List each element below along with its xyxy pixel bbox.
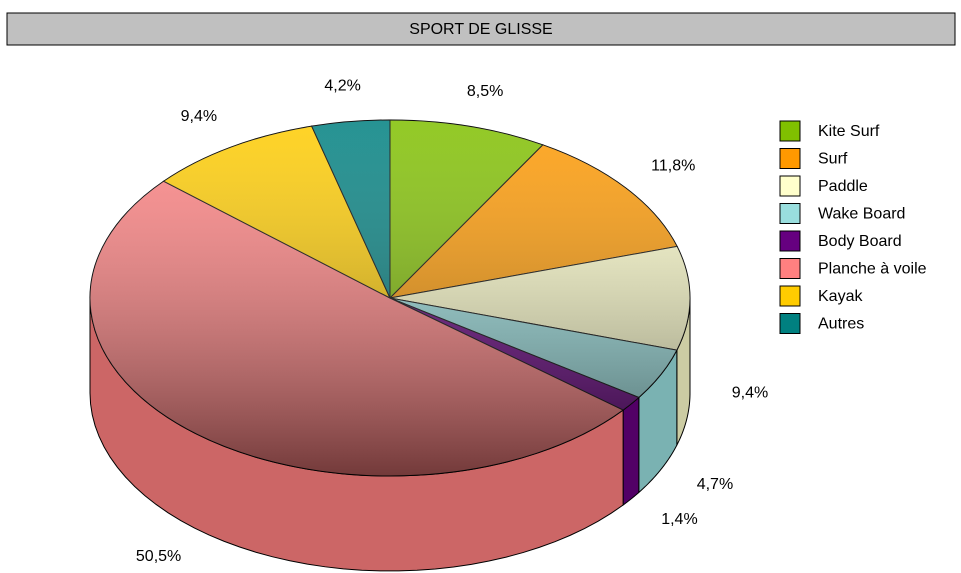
legend-swatch bbox=[779, 148, 801, 169]
legend-label: Paddle bbox=[818, 178, 868, 195]
legend-label: Body Board bbox=[818, 233, 902, 250]
data-label: 9,4% bbox=[732, 385, 768, 402]
legend-label: Wake Board bbox=[818, 206, 905, 223]
legend: Kite Surf Surf Paddle Wake Board Body Board P… bbox=[779, 120, 927, 334]
title-bar bbox=[6, 12, 956, 46]
legend-label: Kite Surf bbox=[818, 123, 880, 140]
data-label: 4,7% bbox=[697, 476, 733, 493]
data-label: 8,5% bbox=[467, 83, 503, 100]
chart-title: SPORT DE GLISSE bbox=[409, 21, 552, 38]
legend-label: Planche à voile bbox=[818, 261, 927, 278]
pie-labels: 8,5% 11,8% 9,4% 4,7% 1,4% 50,5% 9,4% 4,2% bbox=[136, 77, 768, 564]
legend-label: Surf bbox=[818, 151, 848, 168]
pie-slice-wall bbox=[622, 396, 640, 507]
legend-swatch bbox=[779, 230, 801, 252]
legend-label: Autres bbox=[818, 316, 864, 333]
legend-swatch bbox=[779, 203, 801, 224]
legend-swatch bbox=[779, 175, 801, 197]
data-label: 50,5% bbox=[136, 548, 181, 565]
data-label: 9,4% bbox=[181, 108, 217, 125]
data-label: 11,8% bbox=[651, 157, 695, 174]
data-label: 4,2% bbox=[324, 77, 360, 94]
data-label: 1,4% bbox=[661, 511, 697, 528]
legend-swatch bbox=[779, 285, 801, 307]
legend-label: Kayak bbox=[818, 288, 863, 305]
legend-swatch bbox=[779, 120, 801, 142]
legend-swatch bbox=[779, 313, 801, 334]
pie-tops bbox=[89, 119, 691, 477]
legend-swatch bbox=[779, 258, 801, 279]
